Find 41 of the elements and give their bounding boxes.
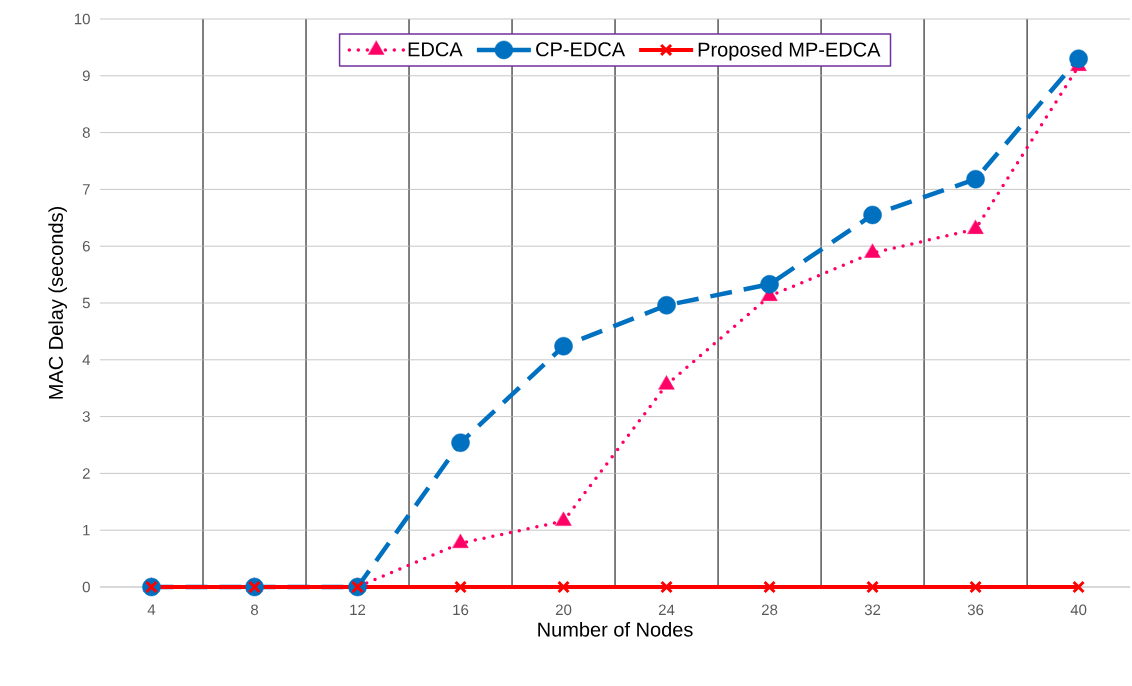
point	[452, 534, 469, 549]
point	[763, 580, 777, 594]
x-tick-label: 4	[147, 604, 156, 615]
y-tick-label: 1	[83, 525, 90, 536]
point	[1072, 580, 1086, 594]
x-tick-label: 20	[555, 604, 572, 616]
point	[454, 580, 467, 594]
point	[863, 205, 882, 225]
x-axis-title: Number of Nodes	[538, 621, 693, 637]
y-tick-label: 2	[82, 468, 90, 479]
y-tick-label: 4	[82, 354, 91, 365]
x-tick-label: 12	[350, 604, 366, 615]
x-tick-label: 8	[251, 604, 259, 616]
x-tick-label: 36	[967, 604, 984, 616]
y-axis-title: MAC Delay (seconds)	[48, 207, 67, 399]
y-tick-label: 10	[74, 13, 90, 25]
legend-label: EDCA	[408, 42, 463, 57]
point	[451, 433, 470, 452]
legend-label: CP-EDCA	[536, 42, 626, 57]
legend-label: Proposed MP-EDCA	[698, 41, 881, 61]
x-tick-label: 16	[453, 604, 469, 616]
point	[557, 580, 570, 594]
y-tick-label: 5	[82, 297, 90, 309]
point	[554, 336, 573, 356]
point	[969, 580, 983, 594]
y-tick-label: 0	[82, 581, 90, 593]
y-tick-label: 9	[82, 70, 90, 82]
y-tick-label: 8	[82, 127, 90, 138]
point	[657, 296, 676, 315]
x-tick-label: 28	[761, 604, 778, 616]
point	[866, 580, 880, 594]
y-tick-label: 7	[82, 184, 90, 195]
x-tick-label: 24	[658, 604, 675, 615]
y-tick-label: 6	[82, 240, 90, 252]
point	[1069, 49, 1088, 68]
x-tick-label: 40	[1070, 604, 1087, 616]
point	[660, 580, 673, 594]
y-tick-label: 3	[82, 411, 90, 422]
point	[966, 169, 985, 189]
point	[760, 275, 779, 294]
x-tick-label: 32	[864, 604, 881, 616]
